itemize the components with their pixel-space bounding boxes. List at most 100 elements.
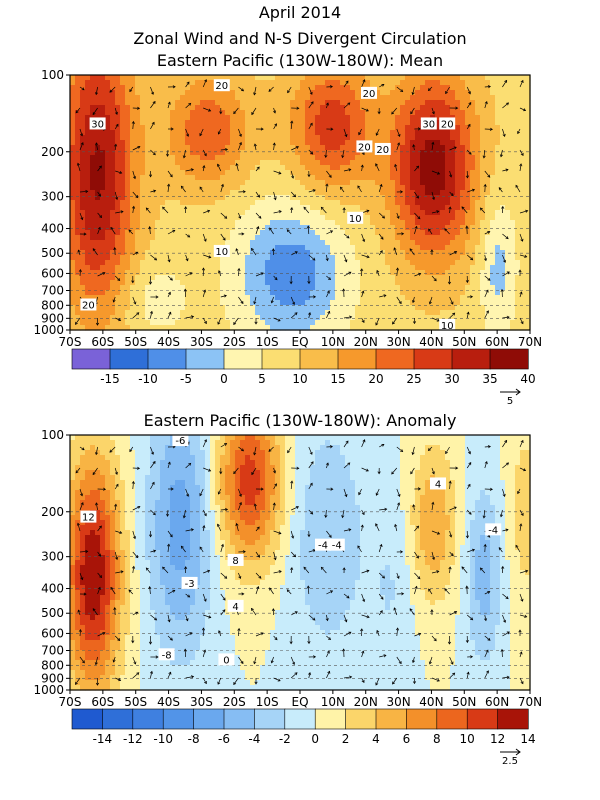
mean-heat-cell — [340, 95, 346, 101]
mean-heat-cell — [485, 165, 491, 171]
mean-heat-cell — [430, 75, 436, 81]
mean-wind-arrow-head — [149, 174, 153, 178]
mean-heat-cell — [505, 255, 511, 261]
mean-heat-cell — [185, 95, 191, 101]
mean-heat-cell — [250, 255, 256, 261]
mean-heat-cell — [440, 260, 446, 266]
mean-heat-cell — [275, 115, 281, 121]
mean-heat-cell — [510, 175, 516, 181]
mean-heat-cell — [145, 325, 151, 331]
mean-heat-cell — [365, 305, 371, 311]
mean-wind-arrow-head — [273, 110, 277, 114]
mean-heat-cell — [150, 100, 156, 106]
mean-heat-cell — [390, 135, 396, 141]
mean-heat-cell — [295, 185, 301, 191]
mean-heat-cell — [485, 80, 491, 86]
mean-heat-cell — [230, 195, 236, 201]
mean-heat-cell — [415, 80, 421, 86]
mean-heat-cell — [515, 135, 521, 141]
mean-heat-cell — [405, 85, 411, 91]
mean-heat-cell — [490, 130, 496, 136]
mean-heat-cell — [505, 155, 511, 161]
mean-heat-cell — [455, 325, 461, 331]
mean-heat-cell — [395, 170, 401, 176]
mean-heat-cell — [430, 195, 436, 201]
mean-heat-cell — [380, 165, 386, 171]
mean-heat-cell — [85, 130, 91, 136]
mean-heat-cell — [350, 260, 356, 266]
mean-heat-cell — [315, 165, 321, 171]
mean-heat-cell — [195, 190, 201, 196]
mean-heat-cell — [325, 95, 331, 101]
mean-heat-cell — [495, 290, 501, 296]
mean-heat-cell — [380, 125, 386, 131]
mean-heat-cell — [435, 80, 441, 86]
mean-heat-cell — [490, 170, 496, 176]
mean-heat-cell — [95, 185, 101, 191]
mean-heat-cell — [275, 160, 281, 166]
mean-heat-cell — [155, 245, 161, 251]
mean-heat-cell — [320, 140, 326, 146]
mean-heat-cell — [420, 275, 426, 281]
mean-heat-cell — [145, 295, 151, 301]
mean-heat-cell — [395, 320, 401, 326]
mean-heat-cell — [150, 290, 156, 296]
mean-heat-cell — [440, 255, 446, 261]
mean-heat-cell — [285, 125, 291, 131]
mean-heat-cell — [235, 100, 241, 106]
mean-heat-cell — [190, 325, 196, 331]
mean-heat-cell — [510, 185, 516, 191]
mean-heat-cell — [135, 240, 141, 246]
mean-heat-cell — [170, 210, 176, 216]
mean-heat-cell — [185, 155, 191, 161]
mean-heat-cell — [315, 95, 321, 101]
mean-heat-cell — [215, 260, 221, 266]
mean-heat-cell — [280, 100, 286, 106]
mean-heat-cell — [520, 270, 526, 276]
mean-heat-cell — [490, 80, 496, 86]
mean-heat-cell — [240, 295, 246, 301]
mean-heat-cell — [450, 180, 456, 186]
mean-heat-cell — [520, 225, 526, 231]
mean-heat-cell — [500, 270, 506, 276]
mean-heat-cell — [370, 200, 376, 206]
mean-heat-cell — [90, 280, 96, 286]
mean-heat-cell — [125, 260, 131, 266]
mean-heat-cell — [75, 185, 81, 191]
mean-heat-cell — [395, 75, 401, 81]
mean-heat-cell — [375, 195, 381, 201]
mean-heat-cell — [180, 325, 186, 331]
mean-heat-cell — [85, 250, 91, 256]
mean-wind-arrow-head — [260, 272, 264, 276]
mean-heat-cell — [100, 235, 106, 241]
mean-heat-cell — [130, 110, 136, 116]
mean-heat-cell — [475, 190, 481, 196]
mean-heat-cell — [155, 275, 161, 281]
mean-heat-cell — [120, 290, 126, 296]
mean-wind-arrow-head — [254, 321, 258, 325]
mean-heat-cell — [180, 290, 186, 296]
mean-heat-cell — [285, 135, 291, 141]
mean-heat-cell — [460, 255, 466, 261]
mean-heat-cell — [340, 80, 346, 86]
mean-heat-cell — [525, 100, 531, 106]
mean-heat-cell — [315, 90, 321, 96]
mean-heat-cell — [460, 270, 466, 276]
mean-heat-cell — [245, 300, 251, 306]
mean-heat-cell — [135, 170, 141, 176]
mean-heat-cell — [145, 185, 151, 191]
mean-heat-cell — [105, 265, 111, 271]
mean-heat-cell — [120, 100, 126, 106]
mean-wind-arrow — [220, 149, 228, 151]
mean-heat-cell — [115, 85, 121, 91]
mean-heat-cell — [320, 180, 326, 186]
mean-heat-cell — [120, 205, 126, 211]
mean-heat-cell — [420, 170, 426, 176]
mean-heat-cell — [145, 200, 151, 206]
mean-heat-cell — [335, 175, 341, 181]
mean-heat-cell — [355, 105, 361, 111]
mean-heat-cell — [180, 320, 186, 326]
mean-heat-cell — [495, 240, 501, 246]
mean-heat-cell — [415, 315, 421, 321]
mean-heat-cell — [135, 290, 141, 296]
